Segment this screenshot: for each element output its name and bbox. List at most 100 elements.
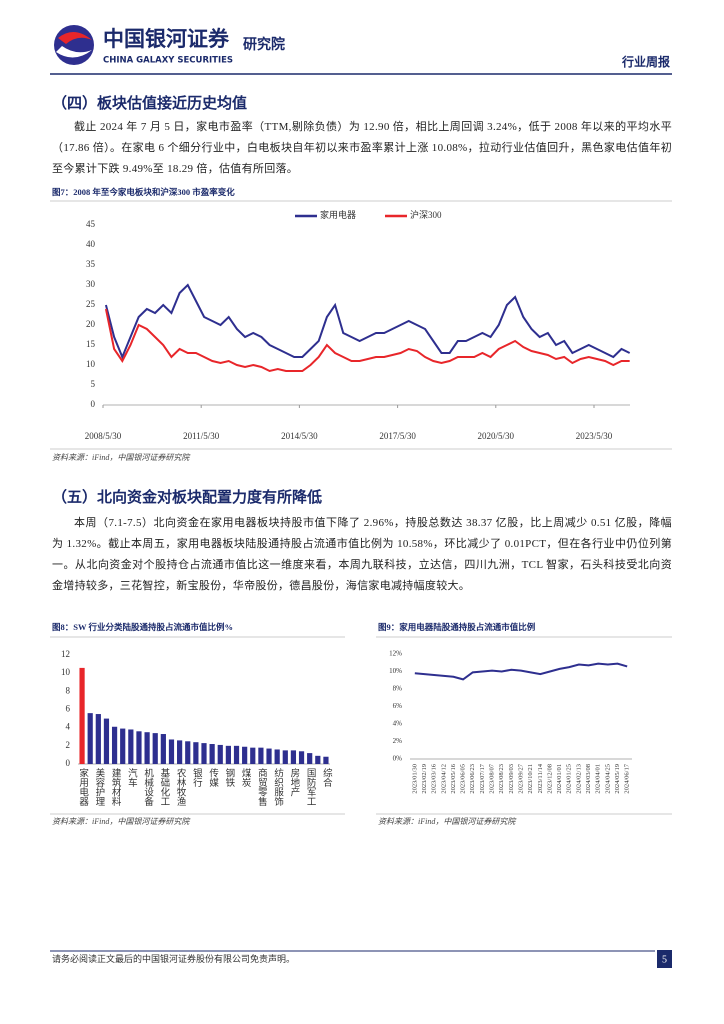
y-tick-label: 6 [66,704,71,714]
y-tick-label: 45 [86,219,96,229]
x-tick-label: 2024/01/01 [556,764,563,794]
y-tick-label: 10% [389,667,402,675]
line-series [104,308,630,373]
page-number: 5 [662,954,667,965]
heading: （五）北向资金对板块配置力度有所降低 [52,490,323,506]
x-tick-label: 2023/06/05 [460,764,467,794]
x-tick-label: 美容护理 [93,767,105,806]
x-tick-label: 2023/10/21 [527,764,534,794]
x-tick-label: 2017/5/30 [379,431,416,441]
bar [315,755,321,764]
x-tick-label: 2023/04/12 [440,764,447,794]
bar [95,714,101,764]
y-tick-label: 30 [86,279,96,289]
y-tick-label: 8 [66,685,71,695]
x-tick-label: 煤炭 [240,767,252,788]
bar [290,750,297,764]
legend-label: 沪深300 [410,209,442,220]
x-tick-label: 房地产 [288,767,300,797]
bar [185,741,191,764]
x-tick-label: 2023/12/08 [546,764,553,794]
x-tick-label: 建筑材料 [110,767,122,807]
x-tick-label: 2008/5/30 [85,431,122,441]
source: 资料来源：iFind，中国银河证券研究院 [52,453,191,462]
bar [233,745,240,764]
x-tick-label: 2024/02/13 [575,764,582,794]
bar [307,753,313,764]
source: 资料来源：iFind，中国银河证券研究院 [378,817,517,826]
bar [79,667,85,764]
x-tick-label: 2023/5/30 [576,431,613,441]
bar [160,734,166,764]
line-series [414,662,628,681]
y-tick-label: 0 [91,399,96,409]
bar [282,750,288,764]
x-tick-label: 国防军工 [305,768,317,806]
x-tick-label: 2023/06/23 [469,764,476,794]
x-tick-label: 2023/07/17 [479,763,486,793]
page-box [657,950,672,968]
x-tick-label: 商贸零售 [256,767,268,807]
x-tick-label: 2014/5/30 [281,431,318,441]
bar [225,745,231,764]
bar [250,747,256,764]
bar [209,744,215,764]
y-tick-label: 4% [393,720,403,728]
report-type: 行业周报 [621,54,670,69]
x-tick-label: 纺织服饰 [272,767,284,807]
y-tick-label: 0% [393,755,403,763]
x-tick-label: 2023/05/16 [450,763,457,793]
logo [54,25,94,65]
x-tick-label: 综合 [321,767,333,788]
x-tick-label: 2023/03/16 [431,763,438,793]
y-tick-label: 6% [393,702,403,710]
x-tick-label: 2023/11/14 [537,763,544,793]
y-tick-label: 12 [61,649,70,659]
x-tick-label: 2023/08/07 [489,763,496,793]
y-tick-label: 25 [86,299,96,309]
source: 资料来源：iFind，中国银河证券研究院 [52,817,191,826]
bar [274,749,280,764]
x-tick-label: 2023/09/27 [517,763,524,793]
x-tick-label: 2024/04/25 [604,764,611,794]
y-tick-label: 8% [393,685,403,693]
bar [87,713,93,764]
bar [120,728,126,764]
institute: 研究院 [243,36,285,53]
logo-en: CHINA GALAXY SECURITIES [103,56,233,66]
x-tick-label: 家用电器 [77,767,89,806]
x-tick-label: 2024/04/01 [595,764,602,794]
figure-title: 图9：家用电器陆股通持股占流通市值比例 [378,622,536,632]
x-tick-label: 2020/5/30 [478,431,515,441]
y-tick-label: 20 [86,319,96,329]
x-tick-label: 2023/09/03 [508,764,515,794]
x-tick-label: 汽车 [126,767,138,788]
figure-title: 图8：SW 行业分类陆股通持股占流通市值比例% [52,622,233,632]
y-tick-label: 35 [86,259,96,269]
x-tick-label: 基础化工 [158,767,170,806]
x-tick-label: 2024/03/08 [585,764,592,794]
y-tick-label: 10 [86,359,96,369]
bar [177,740,183,764]
y-tick-label: 15 [86,339,96,349]
bar [201,743,207,764]
heading: （四）板块估值接近历史均值 [52,96,248,112]
y-tick-label: 2 [66,740,71,750]
logo-cn: 中国银河证券 [103,27,230,51]
x-tick-label: 2011/5/30 [183,431,220,441]
y-tick-label: 4 [66,722,71,732]
bar [258,747,264,764]
paragraph: 本周（7.1-7.5）北向资金在家用电器板块持股市值下降了 2.96%，持股总数… [52,517,672,592]
bar [103,718,110,764]
legend-label: 家用电器 [320,209,356,220]
bar [168,739,175,764]
bar [217,744,223,764]
bar [193,742,199,764]
bar [266,748,272,764]
x-tick-label: 2023/01/30 [411,764,418,794]
x-tick-label: 2024/01/25 [566,764,573,794]
disclaimer: 请务必阅读正文最后的中国银河证券股份有限公司免责声明。 [52,953,295,964]
y-tick-label: 12% [389,650,402,658]
bar [152,733,158,764]
